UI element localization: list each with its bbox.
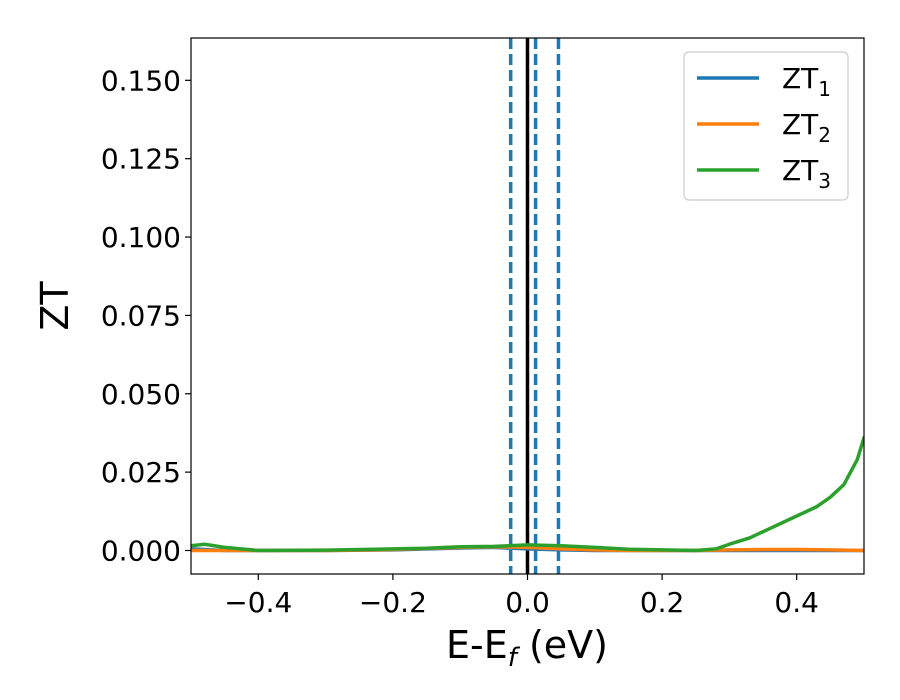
y-tick-label: 0.000: [101, 534, 181, 567]
x-tick-label: −0.2: [359, 586, 427, 619]
legend-label-zt3: ZT3: [782, 154, 831, 193]
y-tick-label: 0.025: [101, 456, 181, 489]
legend-label-zt2: ZT2: [782, 108, 831, 147]
y-tick-label: 0.075: [101, 299, 181, 332]
legend-label-zt1: ZT1: [782, 62, 831, 101]
series-line-zt3: [191, 435, 864, 553]
y-axis-title: ZT: [33, 281, 77, 331]
x-tick-label: 0.2: [640, 586, 685, 619]
x-tick-label: 0.4: [774, 586, 819, 619]
legend-box: [683, 51, 849, 201]
x-axis-ticks: −0.4 −0.2 0.0 0.2 0.4: [224, 574, 819, 619]
legend-items: ZT1 ZT2 ZT3: [697, 62, 831, 193]
reference-lines: [508, 38, 561, 574]
x-tick-label: −0.4: [224, 586, 292, 619]
x-axis-title: E-Ef (eV): [446, 623, 608, 673]
y-tick-label: 0.050: [101, 378, 181, 411]
y-tick-label: 0.100: [101, 221, 181, 254]
legend: ZT1 ZT2 ZT3: [683, 51, 849, 201]
y-tick-label: 0.150: [101, 64, 181, 97]
series-lines: [191, 435, 864, 553]
x-tick-label: 0.0: [505, 586, 550, 619]
y-tick-label: 0.125: [101, 143, 181, 176]
y-axis-ticks: 0.000 0.025 0.050 0.075 0.100 0.125 0.150: [101, 64, 191, 567]
